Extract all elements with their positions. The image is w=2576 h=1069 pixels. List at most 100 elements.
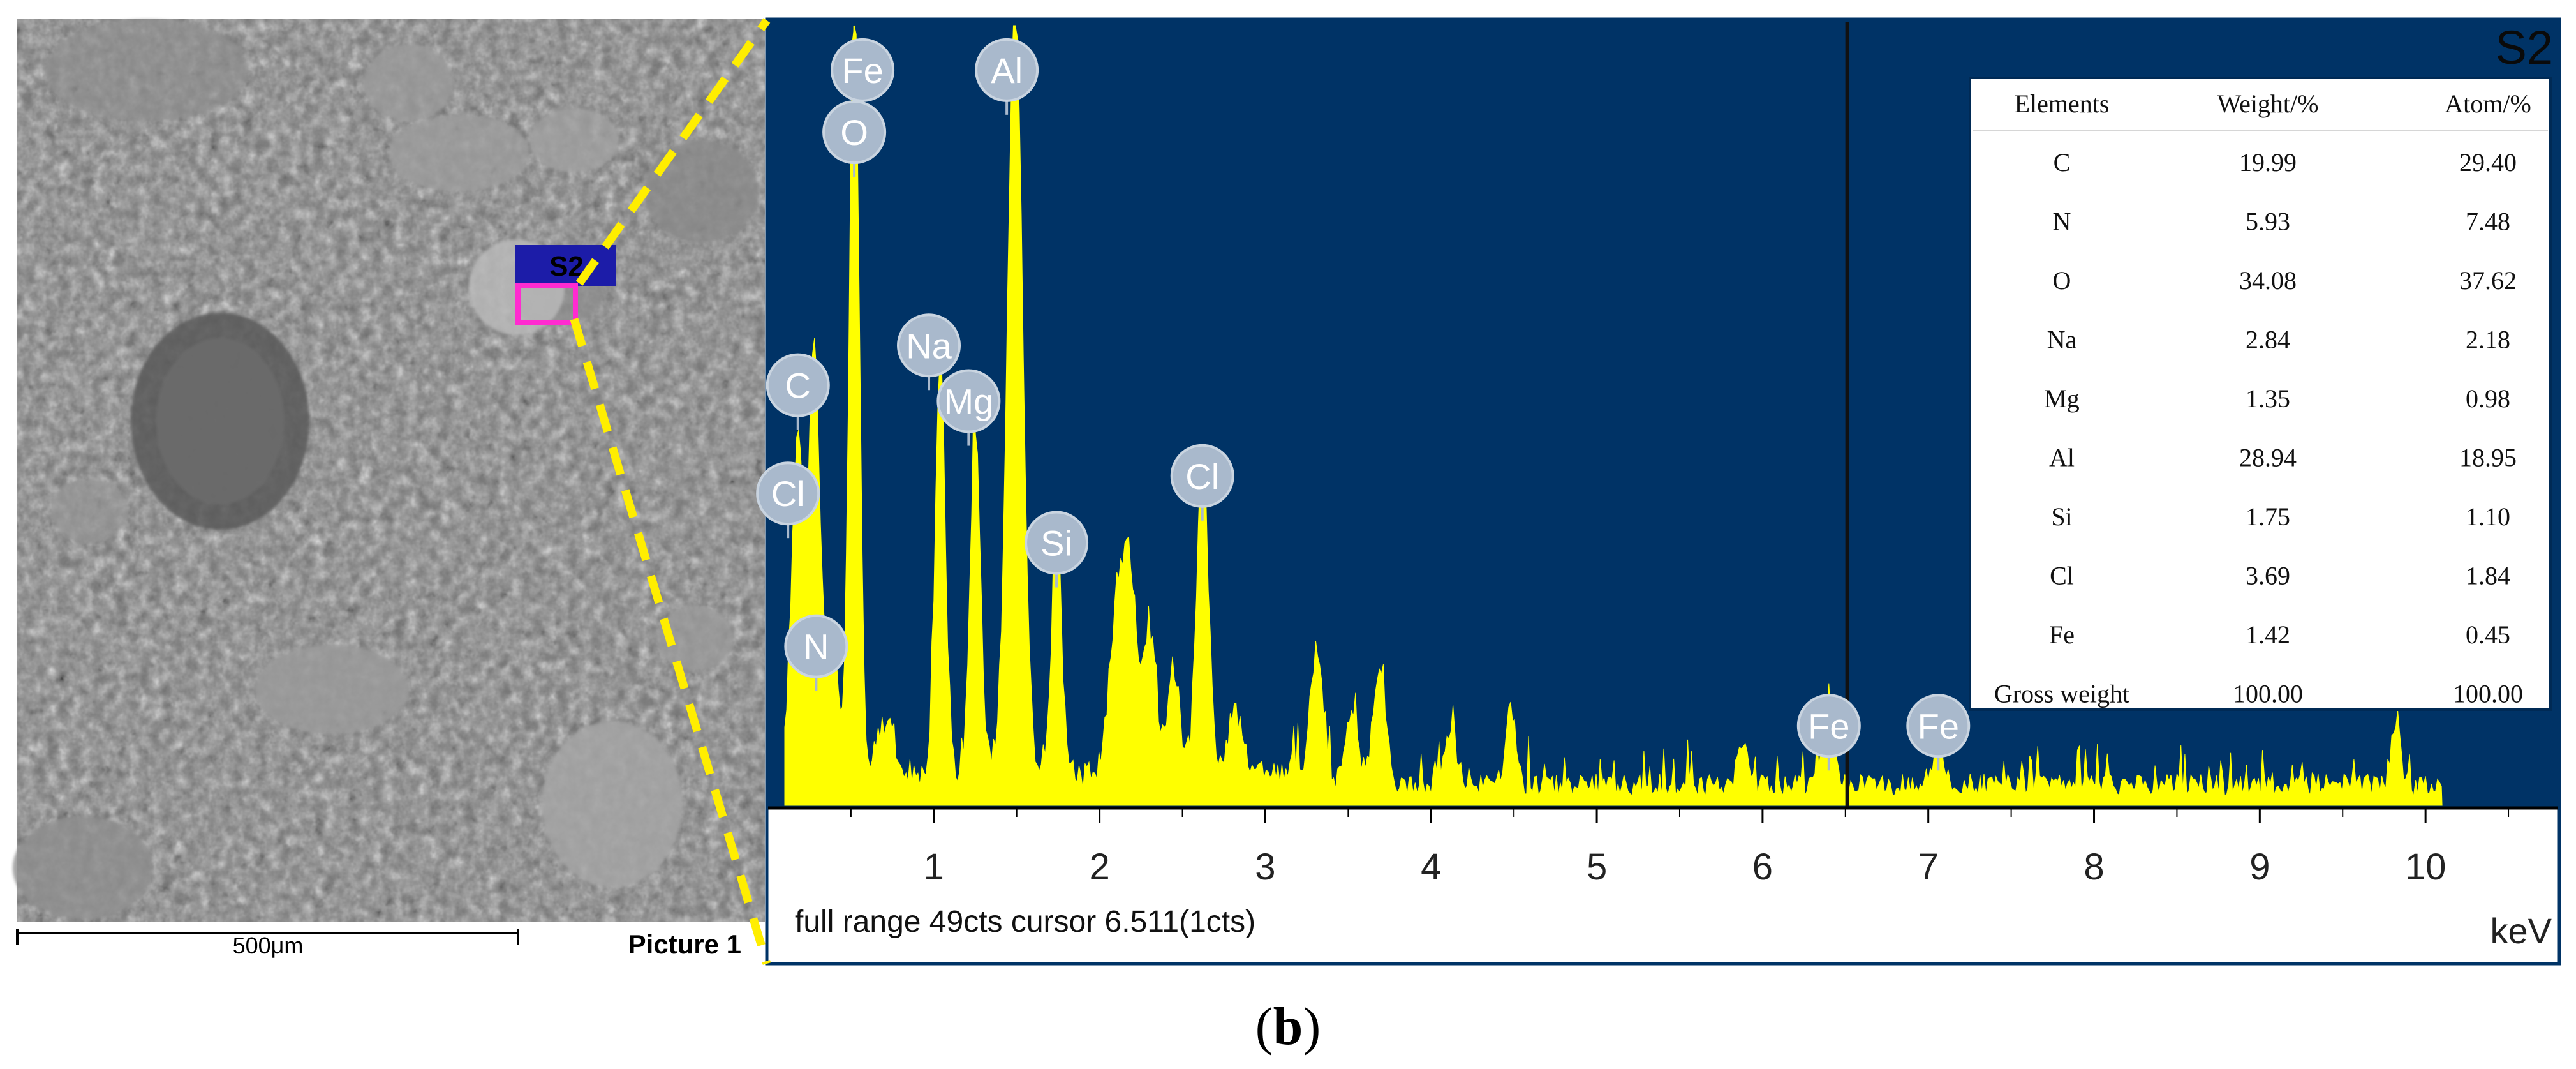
table-cell: 1.75	[2246, 502, 2290, 531]
element-marker-badge	[1906, 694, 1971, 758]
composition-table: Elements Weight/% Atom/% C 19.99 29.40 N 5.93 7.…	[1969, 77, 2552, 711]
s2-site-label: S2	[549, 251, 584, 282]
element-marker-label: Fe	[841, 50, 883, 91]
caption-letter: b	[1273, 997, 1303, 1056]
table-cell: 29.40	[2459, 148, 2517, 177]
table-cell: 1.10	[2466, 502, 2510, 531]
element-marker-badge	[936, 369, 1001, 433]
element-marker-badge	[1025, 511, 1089, 575]
table-cell: 0.98	[2466, 384, 2510, 413]
element-marker-label: Na	[906, 325, 952, 366]
element-marker-badge	[766, 353, 830, 417]
element-marker-badge	[897, 313, 961, 378]
element-marker-label: Fe	[1808, 706, 1849, 746]
x-axis-label: keV	[2491, 911, 2552, 951]
table-cell: C	[2054, 148, 2071, 177]
scale-bar-label: 500μm	[233, 932, 304, 959]
table-cell: Na	[2047, 325, 2077, 354]
table-cell: 2.18	[2466, 325, 2510, 354]
table-cell: 7.48	[2466, 207, 2510, 236]
zoom-connector-bottom	[570, 318, 771, 965]
element-marker-badge	[784, 614, 848, 678]
x-axis-tick-label: 10	[2405, 846, 2446, 888]
x-axis-tick-label: 2	[1089, 846, 1109, 888]
table-cell: 1.84	[2466, 562, 2510, 590]
element-marker-badge	[1796, 694, 1861, 758]
element-marker-label: N	[803, 627, 829, 667]
element-marker-badge	[756, 461, 820, 526]
x-axis-tick-label: 9	[2249, 846, 2270, 888]
x-axis-tick-label: 4	[1421, 846, 1441, 888]
table-cell: 28.94	[2239, 444, 2297, 472]
element-marker-badge	[822, 100, 887, 165]
table-cell: Fe	[2049, 620, 2075, 649]
element-marker-label: Cl	[1185, 456, 1219, 497]
table-cell: 1.42	[2246, 620, 2290, 649]
sem-particle	[45, 19, 249, 121]
table-cell: Al	[2049, 444, 2075, 472]
element-marker-label: Fe	[1918, 706, 1959, 746]
sem-particle	[13, 817, 153, 919]
zoom-connector-top	[575, 18, 771, 286]
sem-particle	[156, 338, 284, 504]
table-cell: N	[2053, 207, 2071, 236]
table-cell: 100.00	[2453, 680, 2523, 708]
table-header-cell: Atom/%	[2445, 89, 2531, 118]
figure-caption: (b)	[1255, 997, 1321, 1056]
element-marker-badge	[975, 38, 1039, 102]
scale-bar	[16, 929, 519, 945]
table-cell: 2.84	[2246, 325, 2290, 354]
sem-particle	[51, 479, 128, 542]
table-cell: Mg	[2044, 384, 2080, 413]
table-cell: 3.69	[2246, 562, 2290, 590]
table-header-cell: Weight/%	[2217, 89, 2319, 118]
element-marker-badge	[831, 38, 895, 102]
sem-particle	[644, 140, 759, 243]
picture-label: Picture 1	[628, 929, 741, 959]
sem-particle	[389, 115, 529, 191]
table-cell: 37.62	[2459, 266, 2517, 295]
table-cell: 0.45	[2466, 620, 2510, 649]
table-cell: 1.35	[2246, 384, 2290, 413]
x-axis-tick-label: 8	[2084, 846, 2104, 888]
sem-particle	[364, 45, 453, 121]
x-axis-ticks: 1 2 3 4 5 6 7 8 9 10	[850, 808, 2510, 888]
table-cell: 34.08	[2239, 266, 2297, 295]
table-cell: 19.99	[2239, 148, 2297, 177]
sem-particle	[529, 108, 619, 172]
eds-spectrum-panel: 1 2 3 4 5 6 7 8 9 10 keV full range 49cts cursor …	[756, 17, 2561, 966]
x-axis-tick-label: 6	[1752, 846, 1773, 888]
element-marker-label: C	[785, 366, 811, 406]
table-cell: O	[2053, 266, 2071, 295]
element-marker-label: Cl	[771, 474, 805, 514]
x-axis-tick-label: 1	[924, 846, 944, 888]
sem-image-panel: S2 500μm Picture 1	[13, 19, 765, 959]
spectrum-status-text: full range 49cts cursor 6.511(1cts)	[795, 905, 1255, 939]
table-header-cell: Elements	[2015, 89, 2110, 118]
table-cell: Cl	[2050, 562, 2074, 590]
spectrum-title: S2	[2495, 21, 2553, 74]
element-marker-label: Mg	[944, 382, 993, 422]
table-cell: Gross weight	[1994, 680, 2129, 708]
s2-site-marker	[515, 283, 578, 325]
element-marker-badge	[1170, 444, 1234, 508]
x-axis-tick-label: 7	[1918, 846, 1939, 888]
table-cell: 100.00	[2233, 680, 2303, 708]
element-marker-label: O	[840, 112, 868, 153]
element-marker-label: Al	[991, 50, 1023, 91]
sem-particle	[657, 606, 734, 670]
table-cell: Si	[2051, 502, 2072, 531]
x-axis-tick-label: 3	[1255, 846, 1275, 888]
table-cell: 5.93	[2246, 207, 2290, 236]
table-background	[1969, 77, 2552, 711]
caption-open-paren: (	[1255, 997, 1273, 1056]
table-cell: 18.95	[2459, 444, 2517, 472]
sem-particle	[255, 645, 408, 734]
element-markers: Fe O Al Na Mg C Cl Si Cl N Fe Fe	[756, 38, 1971, 771]
sem-particle	[542, 721, 683, 887]
x-axis-tick-label: 5	[1587, 846, 1607, 888]
s2-site-label-box	[515, 245, 616, 286]
caption-close-paren: )	[1303, 997, 1321, 1056]
